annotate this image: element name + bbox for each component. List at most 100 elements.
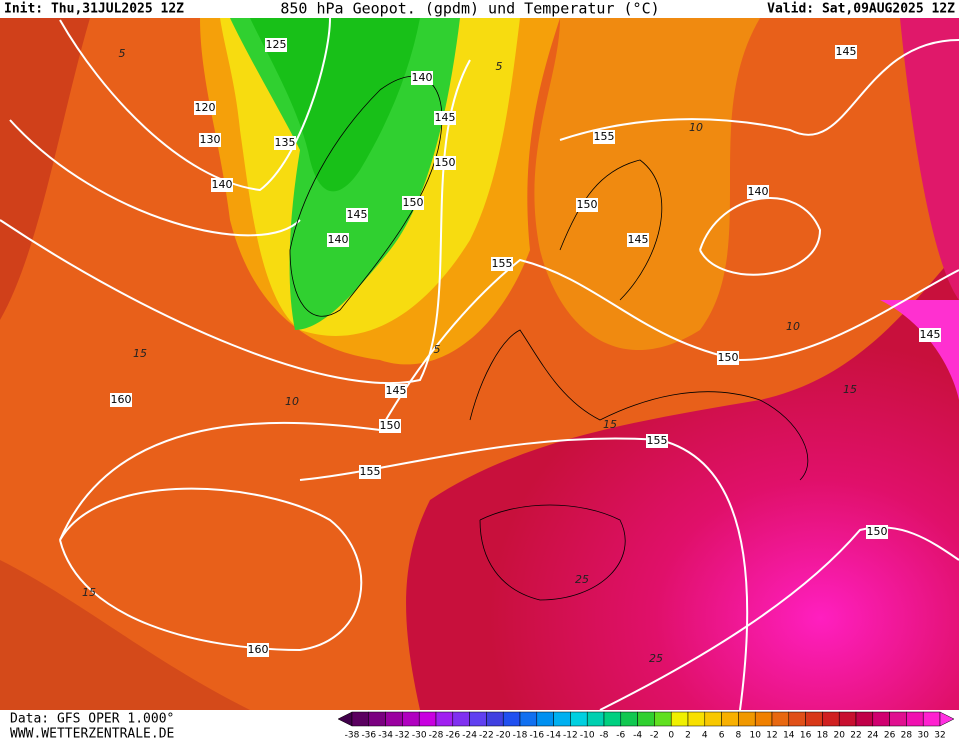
temperature-label: 10 (689, 121, 703, 134)
height-label: 140 (748, 185, 769, 198)
height-label: 140 (412, 71, 433, 84)
colorbar-label: 28 (901, 731, 913, 741)
colorbar-label: -14 (546, 731, 561, 741)
height-label-box (385, 384, 407, 398)
height-label: 140 (212, 178, 233, 191)
height-label: 160 (248, 643, 269, 656)
colorbar-swatch (738, 711, 756, 727)
height-label-box (327, 233, 349, 247)
height-label: 150 (577, 198, 598, 211)
colorbar-swatch (906, 711, 924, 727)
height-label: 155 (492, 257, 513, 270)
height-label: 145 (435, 111, 456, 124)
colorbar-label: 24 (867, 731, 879, 741)
height-label-box (747, 185, 769, 199)
colorbar-swatch (805, 711, 823, 727)
temperature-label: 15 (133, 347, 147, 360)
map (0, 17, 959, 711)
height-label: 155 (360, 465, 381, 478)
height-contours (0, 17, 959, 711)
colorbar-label: 0 (668, 731, 674, 741)
colorbar-swatch (889, 711, 907, 727)
height-label: 120 (195, 101, 216, 114)
colorbar-arrow (939, 711, 955, 727)
height-label: 140 (328, 233, 349, 246)
colorbar-swatch (452, 711, 470, 727)
temperature-label: 15 (843, 383, 857, 396)
height-label: 150 (718, 351, 739, 364)
height-label-box (274, 136, 296, 150)
colorbar-label: -34 (378, 731, 393, 741)
height-label: 145 (836, 45, 857, 58)
colorbar-label: 8 (736, 731, 742, 741)
height-label: 150 (435, 156, 456, 169)
colorbar-swatch (620, 711, 638, 727)
colorbar-label: 14 (783, 731, 795, 741)
colorbar-label: 22 (850, 731, 861, 741)
valid-time: Valid: Sat,09AUG2025 12Z (767, 2, 955, 17)
temperature-label: 10 (285, 395, 299, 408)
height-label-box (866, 525, 888, 539)
colorbar-label: -38 (345, 731, 360, 741)
colorbar-label: -32 (395, 731, 410, 741)
colorbar-swatch (855, 711, 874, 727)
temperature-label: 5 (119, 47, 126, 60)
colorbar-swatch (469, 711, 487, 727)
colorbar-swatch (553, 711, 571, 727)
temperature-label: 15 (603, 418, 617, 431)
temperature-label: 5 (496, 60, 503, 73)
height-label-box (717, 351, 739, 365)
colorbar-swatch (502, 711, 521, 727)
colorbar-label: -6 (616, 731, 625, 741)
colorbar-label: 4 (702, 731, 708, 741)
colorbar-swatch (704, 711, 722, 727)
temperature-label: 5 (434, 343, 441, 356)
colorbar-swatch (570, 711, 588, 727)
height-label: 135 (275, 136, 296, 149)
colorbar-label: -20 (496, 731, 511, 741)
colorbar-swatch (922, 711, 941, 727)
height-label-box (379, 419, 401, 433)
colorbar-label: -30 (412, 731, 427, 741)
temperature-label: 25 (649, 652, 663, 665)
colorbar-label: -16 (529, 731, 544, 741)
colorbar-swatch (654, 711, 672, 727)
height-label: 125 (266, 38, 287, 51)
height-label-box (491, 257, 513, 271)
temperature-label: 25 (575, 573, 589, 586)
colorbar-arrow (337, 711, 353, 727)
height-label: 150 (867, 525, 888, 538)
data-source: Data: GFS OPER 1.000° (10, 712, 174, 727)
height-label-box (835, 45, 857, 59)
colorbar-label: 18 (817, 731, 829, 741)
colorbar-swatch (838, 711, 857, 727)
colorbar-swatch (368, 711, 386, 727)
colorbar-label: 26 (884, 731, 896, 741)
height-label-box (346, 208, 368, 222)
colorbar-label: 12 (766, 731, 777, 741)
colorbar-label: 16 (800, 731, 812, 741)
colorbar-swatch (637, 711, 655, 727)
site-url: WWW.WETTERZENTRALE.DE (10, 727, 174, 741)
colorbar-swatch (519, 711, 538, 727)
colorbar-label: 30 (917, 731, 929, 741)
height-label-box (411, 71, 433, 85)
colorbar-label: -2 (650, 731, 659, 741)
colorbar-swatch (418, 711, 437, 727)
height-label-box (402, 196, 424, 210)
colorbar-label: -26 (445, 731, 460, 741)
height-label: 145 (920, 328, 941, 341)
colorbar-swatch (385, 711, 403, 727)
colorbar-swatch (721, 711, 739, 727)
colorbar-label: -28 (429, 731, 444, 741)
height-label-box (359, 465, 381, 479)
height-label: 145 (386, 384, 407, 397)
colorbar-label: 32 (934, 731, 945, 741)
height-label-box (593, 130, 615, 144)
colorbar-swatch (687, 711, 706, 727)
height-label: 145 (628, 233, 649, 246)
colorbar-label: -22 (479, 731, 494, 741)
colorbar-label: 2 (685, 731, 691, 741)
